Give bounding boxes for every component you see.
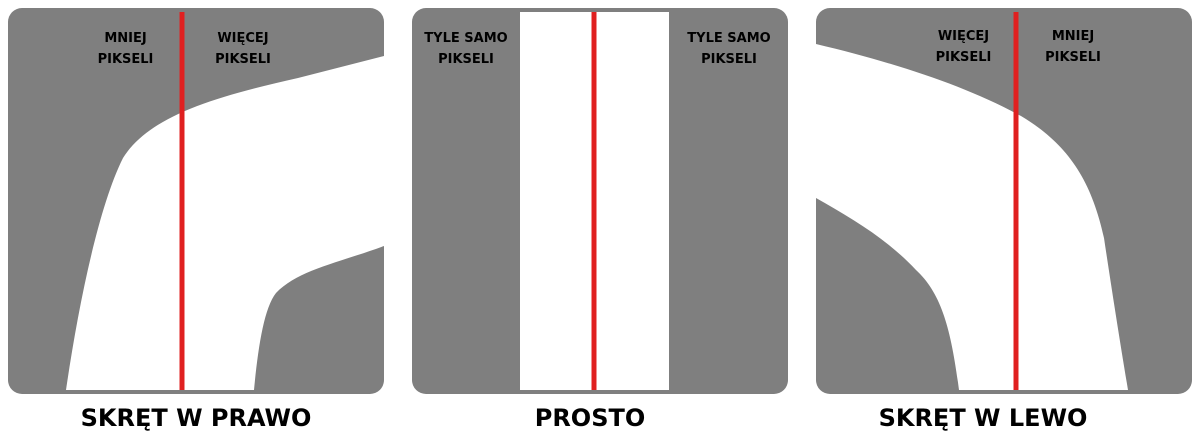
- caption-straight: PROSTO: [534, 404, 646, 432]
- panel-straight: TYLE SAMO PIKSELI TYLE SAMO PIKSELI: [412, 8, 788, 394]
- straight-diagram: [412, 8, 788, 394]
- road-track: [66, 56, 384, 390]
- right-pixel-label: WIĘCEJ PIKSELI: [215, 31, 271, 67]
- right-pixel-label: MNIEJ PIKSELI: [1045, 29, 1101, 65]
- caption-left-turn: SKRĘT W LEWO: [878, 404, 1088, 432]
- left-turn-diagram: [816, 8, 1192, 394]
- road-track: [816, 44, 1128, 390]
- caption-right-turn: SKRĘT W PRAWO: [80, 404, 312, 432]
- left-pixel-label: WIĘCEJ PIKSELI: [935, 29, 992, 65]
- left-pixel-label: TYLE SAMO PIKSELI: [424, 31, 508, 67]
- panel-right-turn: MNIEJ PIKSELI WIĘCEJ PIKSELI: [8, 8, 384, 394]
- right-pixel-label: TYLE SAMO PIKSELI: [687, 31, 771, 67]
- right-turn-diagram: [8, 8, 384, 394]
- panel-left-turn: WIĘCEJ PIKSELI MNIEJ PIKSELI: [816, 8, 1192, 394]
- left-pixel-label: MNIEJ PIKSELI: [97, 31, 154, 67]
